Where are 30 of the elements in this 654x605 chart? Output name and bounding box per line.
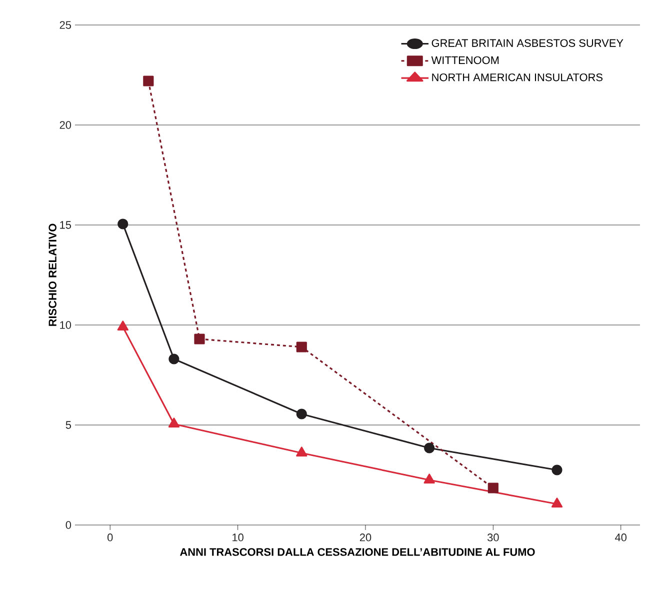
point [551, 498, 563, 508]
point [424, 474, 435, 484]
y-tick-label: 20 [60, 121, 72, 129]
point [296, 446, 308, 457]
y-axis-title: RISCHIO RELATIVO [48, 224, 56, 326]
y-tick-label: 15 [60, 221, 72, 229]
point [552, 464, 562, 476]
point [296, 408, 307, 420]
y-tick-label: 25 [60, 21, 72, 29]
x-tick-label: 20 [360, 534, 372, 542]
legend-label: WITTENOOM [431, 56, 499, 64]
point [117, 320, 128, 331]
y-tick-label: 5 [66, 421, 72, 429]
point [168, 418, 180, 428]
point [488, 482, 498, 494]
x-tick-label: 0 [107, 534, 113, 542]
point [168, 354, 180, 364]
point [194, 334, 205, 344]
point [296, 342, 307, 352]
x-tick-label: 30 [487, 534, 499, 542]
x-tick-label: 10 [232, 534, 244, 542]
x-axis-title: ANNI TRASCORSI DALLA CESSAZIONE DELL’ABITUDINE AL FUMO [180, 548, 535, 556]
y-tick-label: 10 [60, 321, 72, 329]
x-tick-label: 40 [615, 534, 627, 542]
y-tick-label: 0 [66, 521, 72, 529]
point [143, 76, 154, 86]
legend-label: GREAT BRITAIN ASBESTOS SURVEY [432, 39, 624, 47]
legend-label: NORTH AMERICAN INSULATORS [432, 73, 602, 82]
point [118, 218, 128, 230]
point [424, 442, 435, 454]
